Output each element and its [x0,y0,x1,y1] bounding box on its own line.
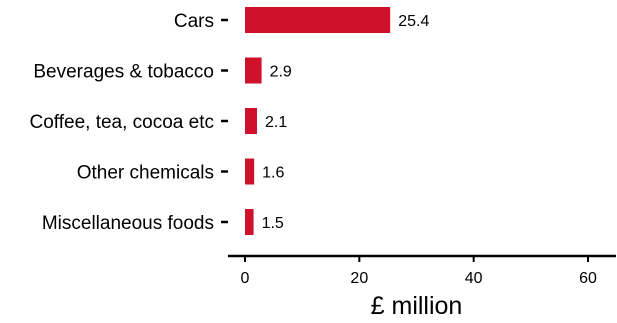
bar [245,57,262,84]
bar [245,7,391,33]
bar [245,158,255,185]
value-labels: 25.4 2.9 2.1 1.6 1.5 [262,13,430,232]
value-label: 2.1 [265,114,287,131]
bars-group [245,7,391,235]
x-tick-label: 60 [579,270,597,287]
value-label: 25.4 [398,13,429,30]
category-label: Other chemicals [77,163,214,184]
bar [245,209,254,235]
category-label: Cars [174,11,214,32]
x-tick-label: 0 [241,270,250,287]
category-label: Beverages & tobacco [33,62,214,83]
x-axis-ticks: 0 20 40 60 [241,256,597,287]
x-tick-label: 40 [465,270,483,287]
y-axis-ticks [221,18,228,224]
bar [245,108,258,134]
value-label: 1.5 [262,215,284,232]
category-labels: Cars Beverages & tobacco Coffee, tea, coco… [30,11,215,234]
x-tick-label: 20 [350,270,368,287]
x-axis-title: £ million [371,292,463,320]
category-label: Miscellaneous foods [42,213,214,234]
value-label: 1.6 [262,165,284,182]
value-label: 2.9 [270,64,292,81]
category-label: Coffee, tea, cocoa etc [30,112,215,133]
